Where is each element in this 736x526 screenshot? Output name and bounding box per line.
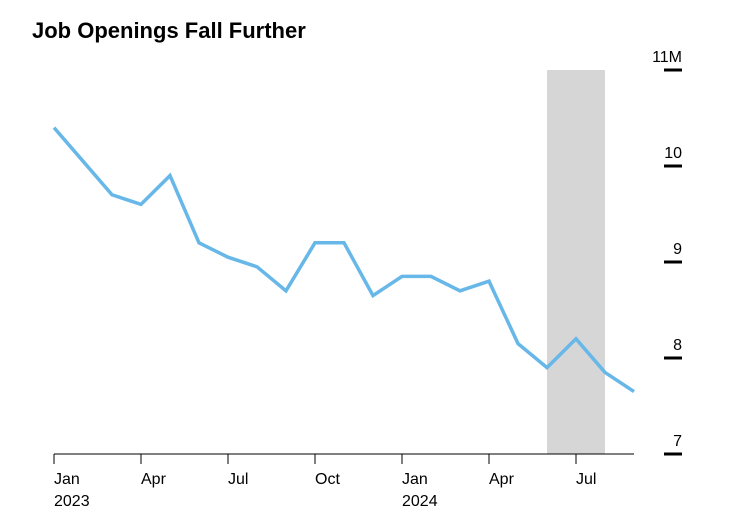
y-tick-label: 7: [673, 433, 682, 450]
chart-title: Job Openings Fall Further: [32, 18, 706, 44]
y-tick-label: 9: [673, 241, 682, 258]
x-tick-label: Jul: [576, 471, 596, 488]
x-tick-label: Apr: [141, 471, 167, 488]
highlight-band: [547, 70, 605, 454]
chart-svg: 7 8 9 10 11M Jan 2023 Apr Jul Oct Jan 2024 Apr Jul: [30, 50, 706, 520]
x-tick-label: Jan: [54, 471, 80, 488]
x-tick-label: Jul: [228, 471, 248, 488]
x-tick-label: Jan: [402, 471, 428, 488]
y-tick-label: 10: [664, 145, 682, 162]
x-year-label: 2023: [54, 493, 90, 510]
x-tick-label: Oct: [315, 471, 340, 488]
line-chart: 7 8 9 10 11M Jan 2023 Apr Jul Oct Jan 2024 Apr Jul: [30, 50, 706, 520]
y-tick-label: 11M: [652, 50, 682, 66]
x-tick-label: Apr: [489, 471, 515, 488]
y-tick-label: 8: [673, 337, 682, 354]
x-year-label: 2024: [402, 493, 438, 510]
